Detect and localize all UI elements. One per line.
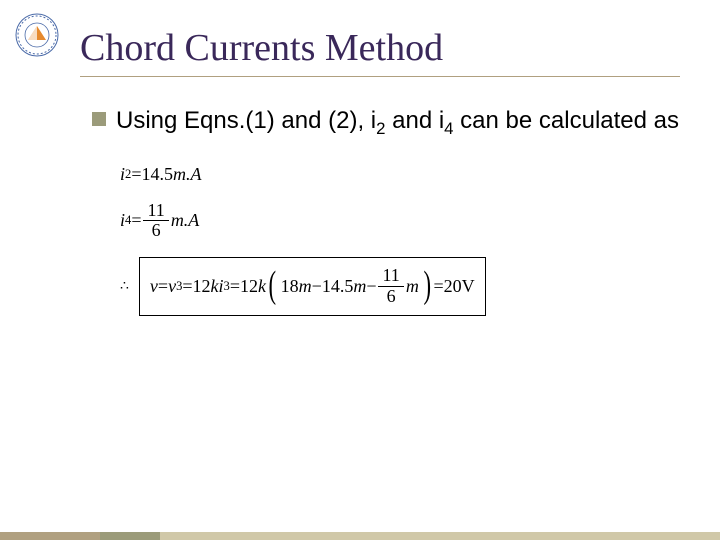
- eq1-rhs: 14.5: [141, 164, 173, 185]
- accent-seg-1: [0, 532, 100, 540]
- eq3-eq1: =: [158, 276, 168, 297]
- bullet-prefix: Using Eqns.(1) and (2), i: [116, 107, 376, 134]
- eq3-k2: k: [258, 276, 266, 297]
- paren-group: ( 18m − 14.5m − 11 6 m ): [266, 266, 433, 307]
- bullet-mid: and i: [385, 107, 444, 134]
- eq2-num: 11: [143, 201, 168, 222]
- eq3-v3var: v: [168, 276, 176, 297]
- eq3-eq3: =: [230, 276, 240, 297]
- accent-seg-3: [160, 532, 720, 540]
- eq3-fraction: 11 6: [378, 266, 403, 307]
- bullet-square-icon: [92, 112, 106, 126]
- boxed-result: v = v3 = 12ki3 = 12k ( 18m − 14.5m −: [139, 257, 486, 316]
- slide-title: Chord Currents Method: [80, 26, 680, 77]
- eq3-t2: 14.5: [322, 276, 354, 297]
- equation-i4: i4 = 11 6 m.A: [120, 201, 680, 242]
- eq3-t1: 18: [281, 276, 299, 297]
- math-block: i2 = 14.5 m.A i4 = 11 6 m.A ∴ v = v3 = 1…: [120, 164, 680, 316]
- eq2-den: 6: [148, 221, 165, 241]
- eq2-eq: =: [131, 210, 141, 231]
- eq3-num: 11: [378, 266, 403, 287]
- eq3-m1: m: [299, 276, 312, 297]
- eq3-minus2: −: [366, 276, 376, 297]
- accent-seg-2: [100, 532, 160, 540]
- eq3-minus1: −: [312, 276, 322, 297]
- bottom-accent-bar: [0, 532, 720, 540]
- eq3-m3: m: [406, 276, 419, 297]
- eq1-unit: m.A: [173, 164, 202, 185]
- institution-logo-icon: [14, 12, 60, 58]
- eq2-unit: m.A: [171, 210, 200, 231]
- eq3-m2: m: [353, 276, 366, 297]
- eq3-eq2: =: [182, 276, 192, 297]
- bullet-text: Using Eqns.(1) and (2), i2 and i4 can be…: [116, 105, 679, 140]
- eq2-fraction: 11 6: [143, 201, 168, 242]
- therefore-symbol: ∴: [120, 278, 129, 295]
- bullet-item: Using Eqns.(1) and (2), i2 and i4 can be…: [92, 105, 680, 140]
- eq3-k1: k: [211, 276, 219, 297]
- equation-i2: i2 = 14.5 m.A: [120, 164, 680, 185]
- eq3-eq4: =: [433, 276, 443, 297]
- paren-content: 18m − 14.5m − 11 6 m: [279, 266, 421, 307]
- right-paren-icon: ): [423, 266, 431, 307]
- left-paren-icon: (: [269, 266, 277, 307]
- eq1-eq: =: [131, 164, 141, 185]
- slide: Chord Currents Method Using Eqns.(1) and…: [0, 0, 720, 540]
- eq3-den: 6: [383, 287, 400, 307]
- eq3-unit: V: [462, 276, 475, 297]
- equation-v: ∴ v = v3 = 12ki3 = 12k ( 18m − 14.5m −: [120, 257, 680, 316]
- eq3-res: 20: [444, 276, 462, 297]
- eq3-c2: 12: [240, 276, 258, 297]
- bullet-sub2: 4: [444, 119, 453, 138]
- eq3-c1: 12: [193, 276, 211, 297]
- bullet-suffix: can be calculated as: [454, 107, 679, 134]
- eq3-v: v: [150, 276, 158, 297]
